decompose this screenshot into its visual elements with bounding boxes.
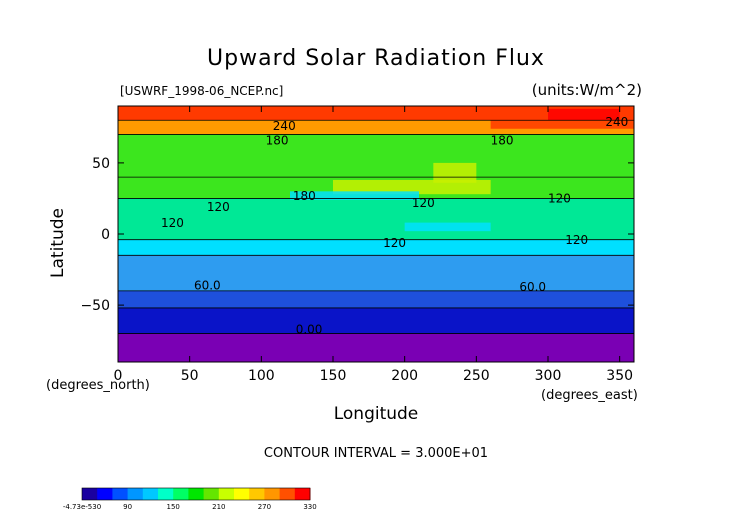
contour-label-11: 60.0	[194, 278, 221, 292]
x-tick-label-1: 50	[181, 368, 199, 384]
x-tick-label-2: 100	[248, 368, 275, 384]
contour-label-5: 120	[161, 216, 184, 230]
band-7	[118, 134, 634, 178]
colorbar-swatch-8	[203, 488, 220, 500]
band-patch-4	[490, 120, 634, 129]
contour-interval-label: CONTOUR INTERVAL = 3.000E+01	[263, 446, 489, 461]
colorbar-label-1: 90	[123, 503, 132, 511]
contour-label-6: 180	[293, 189, 316, 203]
colorbar-label-2: 150	[167, 503, 180, 511]
colorbar-label-4: 270	[258, 503, 271, 511]
contour-label-12: 60.0	[519, 280, 546, 294]
colorbar-swatch-13	[279, 488, 296, 500]
colorbar-swatch-12	[264, 488, 281, 500]
colorbar-swatch-0	[82, 488, 98, 500]
colorbar-swatch-14	[294, 488, 311, 500]
colorbar-label-5: 330	[303, 503, 316, 511]
file-label: [USWRF_1998-06_NCEP.nc]	[120, 84, 284, 98]
contour-label-10: 120	[565, 233, 588, 247]
chart-title: Upward Solar Radiation Flux	[207, 46, 545, 71]
y-ticks: −50 0 50	[80, 156, 634, 314]
band-patch-1	[433, 162, 477, 183]
x-ticks: 0 50 100 150 200 250 300 350	[114, 106, 633, 384]
colorbar-swatch-9	[218, 488, 235, 500]
contour-label-1: 180	[266, 133, 289, 147]
colorbar-label-3: 210	[212, 503, 225, 511]
x-axis-label: Longitude	[333, 404, 419, 424]
band-patch-2	[290, 191, 419, 200]
plot-bands	[118, 106, 634, 362]
colorbar: -4.73e-530 90 150 210 270 330	[63, 487, 317, 511]
y-tick-label-0: −50	[80, 298, 110, 314]
contour-label-7: 120	[412, 196, 435, 210]
colorbar-swatch-5	[158, 488, 174, 500]
band-9	[118, 106, 634, 121]
band-4	[118, 239, 634, 256]
band-patch-3	[404, 222, 491, 232]
band-3	[118, 255, 634, 291]
colorbar-swatch-3	[127, 488, 144, 500]
band-1	[118, 307, 634, 334]
x-tick-label-4: 200	[391, 368, 418, 384]
colorbar-label-0: -4.73e-530	[63, 503, 101, 511]
x-tick-label-0: 0	[114, 368, 123, 384]
units-label: (units:W/m^2)	[531, 81, 642, 99]
x-tick-label-5: 250	[463, 368, 490, 384]
colorbar-swatch-1	[97, 488, 113, 500]
contour-label-3: 240	[605, 115, 628, 129]
contour-label-0: 240	[273, 119, 296, 133]
x-units-east-label: (degrees_east)	[541, 388, 638, 403]
contour-label-2: 180	[491, 133, 514, 147]
y-tick-label-1: 0	[101, 227, 110, 243]
colorbar-swatch-6	[173, 488, 189, 500]
band-patch-5	[548, 108, 620, 121]
x-tick-label-6: 300	[535, 368, 562, 384]
y-tick-label-2: 50	[92, 156, 110, 172]
colorbar-swatch-10	[234, 488, 250, 500]
x-tick-label-7: 350	[606, 368, 633, 384]
x-units-label: (degrees_north)	[46, 378, 150, 393]
band-patch-0	[333, 179, 491, 195]
colorbar-swatch-2	[112, 488, 129, 500]
band-0	[118, 333, 634, 362]
contour-label-8: 120	[548, 192, 571, 206]
band-5	[118, 198, 634, 240]
contour-label-4: 120	[207, 200, 230, 214]
colorbar-swatch-7	[188, 488, 205, 500]
colorbar-swatch-11	[249, 488, 265, 500]
contour-label-9: 120	[383, 236, 406, 250]
colorbar-swatch-4	[142, 488, 159, 500]
band-2	[118, 290, 634, 308]
colorbar-frame	[81, 487, 311, 501]
contour-label-13: 0.00	[296, 323, 323, 337]
x-tick-label-3: 150	[320, 368, 347, 384]
